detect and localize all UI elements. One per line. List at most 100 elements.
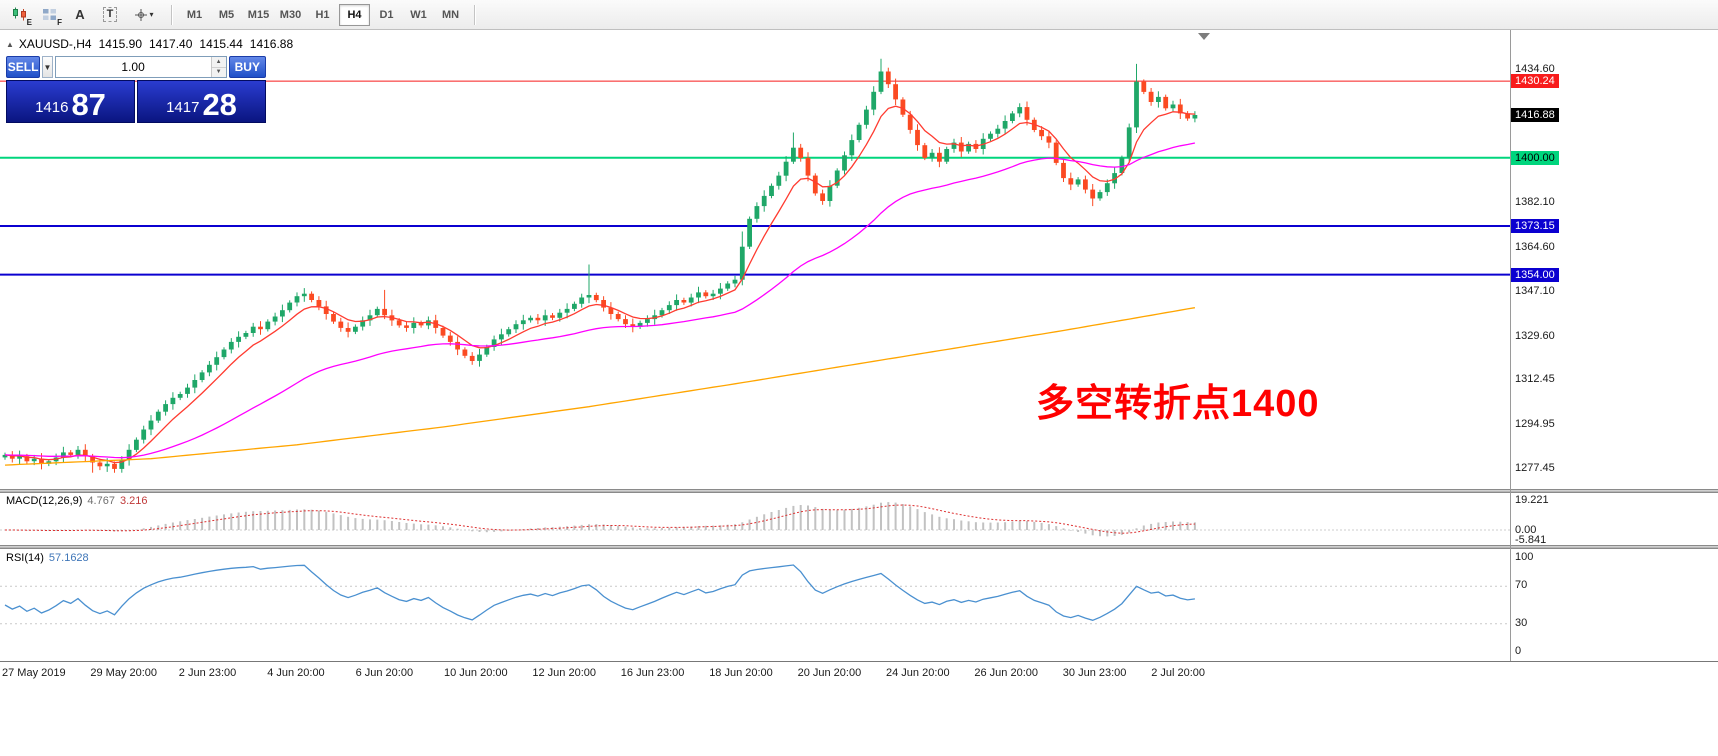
text-box-icon: T <box>102 7 118 22</box>
price-axis-label: 1277.45 <box>1515 462 1555 474</box>
timeframe-m1-button[interactable]: M1 <box>186 8 203 21</box>
chart-annotation-text[interactable]: 多空转折点1400 <box>1036 383 1320 425</box>
time-axis-label: 2 Jul 20:00 <box>1151 667 1206 679</box>
price-badge-resistance: 1430.24 <box>1511 74 1559 89</box>
high-value: 1417.40 <box>149 37 193 51</box>
tool-letter-e: E <box>26 17 32 27</box>
price-axis-label: 1364.60 <box>1515 240 1555 253</box>
tool-letter-f: F <box>57 17 62 27</box>
timeframe-h4-button[interactable]: H4 <box>339 3 370 26</box>
grid-icon <box>43 8 56 20</box>
timeframe-h1-button[interactable]: H1 <box>315 8 330 21</box>
timeframe-mn-button[interactable]: MN <box>441 8 460 21</box>
time-axis-label: 16 Jun 23:00 <box>620 667 685 679</box>
crosshair-tool-button[interactable]: ▾ <box>126 3 162 27</box>
price-badge-pivot: 1400.00 <box>1511 150 1559 165</box>
panel-splitter[interactable] <box>0 489 1718 493</box>
macd-signal-line <box>5 504 1195 534</box>
symbol-ohlc-header: ▲ XAUUSD-,H4 1415.90 1417.40 1415.44 141… <box>6 37 300 51</box>
rsi-scale-label: 30 <box>1515 616 1528 629</box>
time-axis[interactable] <box>0 661 1718 691</box>
price-axis-label: 1312.45 <box>1515 373 1555 386</box>
low-value: 1415.44 <box>199 37 243 51</box>
price-axis-label: 1382.10 <box>1515 196 1555 209</box>
font-tool-button[interactable]: A <box>66 3 94 27</box>
price-badge-current-price: 1416.88 <box>1511 107 1559 122</box>
trade-options-dropdown-button[interactable]: ▼ <box>42 56 53 78</box>
price-badge-support: 1373.15 <box>1511 219 1559 234</box>
timeframe-m30-button[interactable]: M30 <box>279 8 302 21</box>
price-axis-label: 1434.60 <box>1515 63 1555 75</box>
buy-button[interactable]: BUY <box>228 56 266 78</box>
timeframe-m5-button[interactable]: M5 <box>218 8 235 21</box>
macd-signal-value: 3.216 <box>119 495 148 507</box>
time-axis-label: 18 Jun 20:00 <box>709 667 773 679</box>
timeframe-m15-button[interactable]: M15 <box>247 8 270 21</box>
price-badge-support: 1354.00 <box>1511 267 1559 282</box>
ma-medium-line <box>4 142 1196 459</box>
chevron-down-icon: ▾ <box>149 10 154 19</box>
rsi-scale-label: 100 <box>1515 551 1534 563</box>
price-axis-separator <box>1510 30 1511 663</box>
macd-label: MACD(12,26,9) <box>6 495 83 507</box>
chart-shift-marker[interactable] <box>1198 33 1210 40</box>
sell-price-display[interactable]: 1416 87 <box>6 80 135 123</box>
buy-price-display[interactable]: 1417 28 <box>137 80 266 123</box>
time-axis-label: 12 Jun 20:00 <box>532 667 597 679</box>
expert-chart-tool-button[interactable]: E <box>6 3 34 27</box>
sell-price-small: 1416 <box>35 99 69 116</box>
time-axis-label: 30 Jun 23:00 <box>1062 667 1127 679</box>
sell-button[interactable]: SELL <box>6 56 41 78</box>
volume-input[interactable] <box>55 57 211 77</box>
volume-decrease-button[interactable]: ▼ <box>211 67 226 77</box>
time-axis-label: 27 May 2019 <box>2 667 66 679</box>
price-axis-label: 1329.60 <box>1515 329 1555 342</box>
time-axis-label: 20 Jun 20:00 <box>797 667 862 679</box>
volume-increase-button[interactable]: ▲ <box>211 57 226 68</box>
buy-price-big: 28 <box>202 86 237 122</box>
time-axis-label: 2 Jun 23:00 <box>178 667 237 679</box>
time-axis-label: 6 Jun 20:00 <box>355 667 414 679</box>
letter-a-icon: A <box>75 7 85 22</box>
buy-price-small: 1417 <box>166 99 200 116</box>
sell-price-big: 87 <box>71 86 106 122</box>
rsi-panel-canvas[interactable] <box>0 549 1510 661</box>
price-axis-label: 1294.95 <box>1515 417 1555 430</box>
collapse-arrow-icon[interactable]: ▲ <box>6 39 14 49</box>
text-label-tool-button[interactable]: T <box>96 3 124 27</box>
chevron-down-icon: ▼ <box>43 62 52 72</box>
time-axis-label: 10 Jun 20:00 <box>444 667 508 679</box>
macd-panel-canvas[interactable] <box>0 493 1510 545</box>
volume-spinner: ▲ ▼ <box>210 57 226 77</box>
macd-scale-label: 0.00 <box>1515 524 1537 536</box>
grid-tool-button[interactable]: F <box>36 3 64 27</box>
timeframe-d1-button[interactable]: D1 <box>379 8 394 21</box>
rsi-scale-label: 70 <box>1515 579 1528 592</box>
rsi-value: 57.1628 <box>48 552 89 564</box>
macd-main-value: 4.767 <box>87 495 115 507</box>
timeframe-w1-button[interactable]: W1 <box>410 8 427 21</box>
rsi-label: RSI(14) <box>6 552 44 564</box>
time-axis-label: 26 Jun 20:00 <box>974 667 1039 679</box>
rsi-indicator-label: RSI(14) 57.1628 <box>6 552 89 564</box>
toolbar-separator <box>474 4 475 25</box>
panel-splitter[interactable] <box>0 545 1718 549</box>
time-axis-label: 29 May 20:00 <box>90 667 158 679</box>
rsi-line <box>4 564 1195 621</box>
macd-scale-label: 19.221 <box>1515 494 1549 506</box>
crosshair-icon <box>135 8 148 21</box>
close-value: 1416.88 <box>249 37 294 51</box>
symbol-label: XAUUSD-,H4 <box>18 37 92 51</box>
ma-fast-line <box>4 105 1195 464</box>
time-axis-label: 24 Jun 20:00 <box>886 667 950 679</box>
macd-scale-label: -5.841 <box>1515 534 1547 546</box>
time-axis-label: 4 Jun 20:00 <box>267 667 325 679</box>
rsi-scale-label: 0 <box>1515 645 1522 657</box>
macd-histogram <box>11 502 1196 537</box>
macd-indicator-label: MACD(12,26,9) 4.767 3.216 <box>6 495 147 507</box>
candlestick-chart-icon <box>12 7 26 21</box>
ma-slow-line <box>4 307 1196 466</box>
open-value: 1415.90 <box>98 37 142 51</box>
one-click-trading-panel: SELL ▼ ▲ ▼ BUY 1416 87 1417 28 <box>6 56 266 123</box>
